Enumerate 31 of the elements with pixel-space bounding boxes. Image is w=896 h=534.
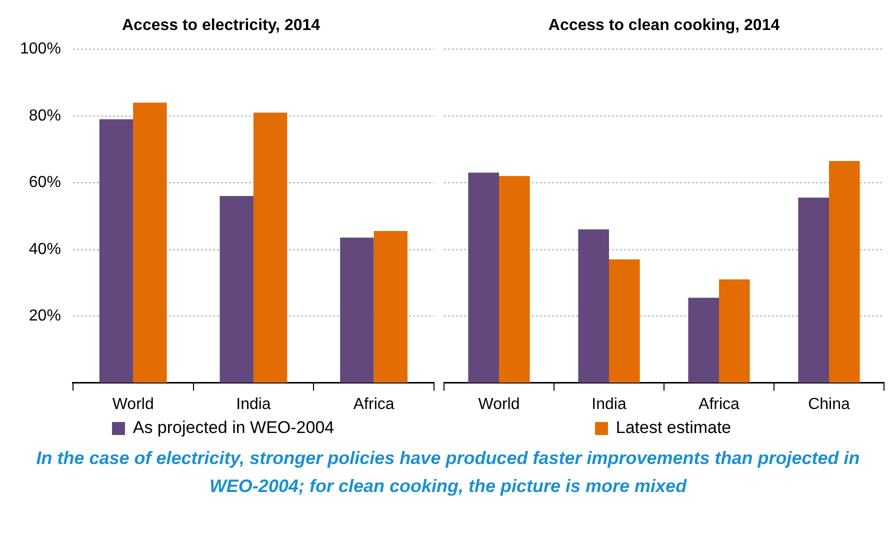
bar: [829, 160, 860, 383]
bar: [340, 238, 374, 383]
bar: [374, 231, 408, 383]
text: In the case of electricity, stronger policies have produced faster improvements than projected in WEO-2004; for clean cooking, the picture is more mixed: [35, 447, 861, 498]
y-tick-label: 100%: [20, 40, 61, 58]
bar: [99, 119, 134, 383]
bar: [798, 198, 829, 383]
x-tick-label: Africa: [353, 396, 394, 413]
x-tick-label: India: [236, 396, 271, 413]
bar: [220, 196, 254, 383]
x-tick-label: Africa: [698, 396, 740, 413]
x-tick-label: World: [112, 396, 154, 413]
x-tick-label: China: [808, 396, 850, 413]
chart-title: Access to electricity, 2014: [122, 17, 320, 34]
y-tick-label: 60%: [28, 174, 61, 192]
y-tick-label: 80%: [28, 107, 61, 124]
x-tick-label: India: [592, 396, 626, 413]
bar: [719, 279, 750, 383]
bar: [609, 259, 640, 383]
bar: [499, 176, 530, 383]
bar: [688, 298, 719, 383]
bar: [133, 102, 167, 383]
bar: [578, 229, 609, 383]
legend-label: As projected in WEO-2004: [132, 418, 334, 438]
y-tick-label: 40%: [28, 240, 61, 258]
chart-title: Access to clean cooking, 2014: [548, 17, 780, 34]
y-tick-label: 20%: [28, 307, 61, 324]
x-tick-label: World: [478, 396, 520, 413]
legend-label: Latest estimate: [616, 418, 732, 438]
bar: [468, 172, 499, 383]
bar: [253, 112, 288, 383]
